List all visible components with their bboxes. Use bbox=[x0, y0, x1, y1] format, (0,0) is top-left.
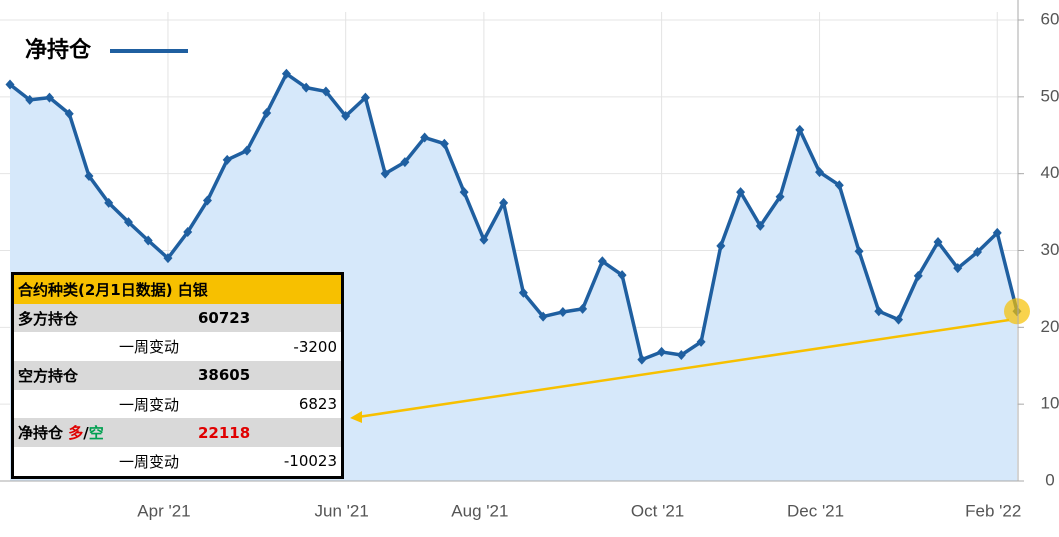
marker bbox=[44, 92, 54, 103]
marker bbox=[202, 195, 212, 206]
table-row: 一周变动 -10023 bbox=[14, 447, 341, 476]
marker bbox=[84, 170, 94, 181]
marker bbox=[973, 247, 983, 258]
row-label: 一周变动 bbox=[119, 452, 180, 471]
marker bbox=[755, 220, 765, 231]
marker bbox=[538, 311, 548, 322]
marker bbox=[380, 168, 390, 179]
y-tick-label: 50 bbox=[1041, 86, 1059, 105]
marker bbox=[222, 154, 232, 165]
marker bbox=[775, 191, 785, 202]
marker bbox=[499, 197, 509, 208]
row-value: 22118 bbox=[198, 423, 251, 442]
y-tick-label: 20 bbox=[1041, 317, 1059, 336]
net-long: 多 bbox=[68, 424, 84, 443]
row-value: -3200 bbox=[293, 337, 337, 356]
x-tick-label: Apr '21 bbox=[137, 501, 190, 520]
arrow-head bbox=[350, 411, 362, 423]
marker bbox=[183, 227, 193, 238]
table-row: 净持仓 多/空 22118 bbox=[14, 418, 341, 448]
highlight bbox=[1004, 298, 1030, 325]
table-row: 一周变动 6823 bbox=[14, 390, 341, 419]
marker bbox=[143, 235, 153, 246]
marker bbox=[360, 92, 370, 103]
y-tick-label: 30 bbox=[1041, 240, 1059, 259]
net-sep: / bbox=[83, 424, 89, 443]
marker bbox=[716, 240, 726, 251]
row-label: 净持仓 多/空 bbox=[18, 422, 104, 443]
legend-label: 净持仓 bbox=[25, 37, 92, 62]
row-value: 60723 bbox=[198, 309, 251, 328]
row-label: 空方持仓 bbox=[18, 366, 79, 385]
marker bbox=[815, 167, 825, 178]
marker bbox=[64, 108, 74, 119]
table-row: 空方持仓 38605 bbox=[14, 361, 341, 390]
marker bbox=[558, 306, 568, 317]
marker bbox=[420, 132, 430, 143]
row-label: 一周变动 bbox=[119, 395, 180, 414]
net-short: 空 bbox=[88, 424, 104, 443]
marker bbox=[518, 287, 528, 298]
marker bbox=[123, 217, 133, 228]
marker bbox=[953, 263, 963, 274]
marker bbox=[933, 237, 943, 248]
x-tick-label: Aug '21 bbox=[451, 501, 508, 520]
row-label: 一周变动 bbox=[119, 338, 180, 357]
marker bbox=[400, 157, 410, 168]
marker bbox=[854, 246, 864, 257]
marker bbox=[795, 124, 805, 135]
marker bbox=[301, 82, 311, 93]
marker bbox=[25, 94, 35, 105]
x-tick-label: Jun '21 bbox=[315, 501, 369, 520]
marker bbox=[834, 180, 844, 191]
table-row: 一周变动 -3200 bbox=[14, 332, 341, 361]
y-tick-label: 60 bbox=[1041, 9, 1059, 28]
row-label: 多方持仓 bbox=[18, 309, 79, 328]
marker bbox=[242, 145, 252, 156]
marker bbox=[913, 270, 923, 281]
marker bbox=[578, 303, 588, 314]
line bbox=[8, 72, 1019, 362]
marker bbox=[163, 253, 173, 264]
marker bbox=[736, 187, 746, 198]
marker bbox=[597, 256, 607, 267]
marker bbox=[637, 354, 647, 365]
marker bbox=[479, 234, 489, 245]
annotation-arrow bbox=[357, 318, 1010, 419]
marker bbox=[894, 314, 904, 325]
row-value: 38605 bbox=[198, 366, 251, 385]
data-table: 合约种类(2月1日数据) 白银 多方持仓 60723 一周变动 -3200 空方持仓… bbox=[11, 272, 344, 479]
marker bbox=[321, 86, 331, 97]
y-tick-label: 10 bbox=[1041, 394, 1059, 413]
marker bbox=[439, 138, 449, 149]
row-value: 6823 bbox=[298, 395, 337, 414]
marker bbox=[459, 187, 469, 198]
x-tick-label: Feb '22 bbox=[965, 501, 1021, 520]
table-title: 合约种类(2月1日数据) 白银 bbox=[18, 280, 208, 299]
marker bbox=[992, 227, 1002, 238]
x-tick-label: Oct '21 bbox=[631, 501, 684, 520]
marker bbox=[676, 349, 686, 360]
table-row: 多方持仓 60723 bbox=[14, 303, 341, 333]
y-tick-label: 40 bbox=[1041, 163, 1059, 182]
marker bbox=[874, 306, 884, 317]
marker bbox=[5, 79, 15, 90]
marker bbox=[696, 336, 706, 347]
marker bbox=[104, 197, 114, 208]
net-label: 净持仓 bbox=[18, 424, 64, 443]
marker bbox=[262, 107, 272, 118]
row-value: -10023 bbox=[283, 452, 337, 471]
marker bbox=[657, 346, 667, 357]
x-tick-label: Dec '21 bbox=[787, 501, 844, 520]
marker bbox=[281, 68, 291, 79]
y-tick-label: 0 bbox=[1045, 470, 1054, 489]
marker bbox=[617, 270, 627, 281]
marker bbox=[341, 111, 351, 122]
table-header: 合约种类(2月1日数据) 白银 bbox=[14, 275, 341, 304]
